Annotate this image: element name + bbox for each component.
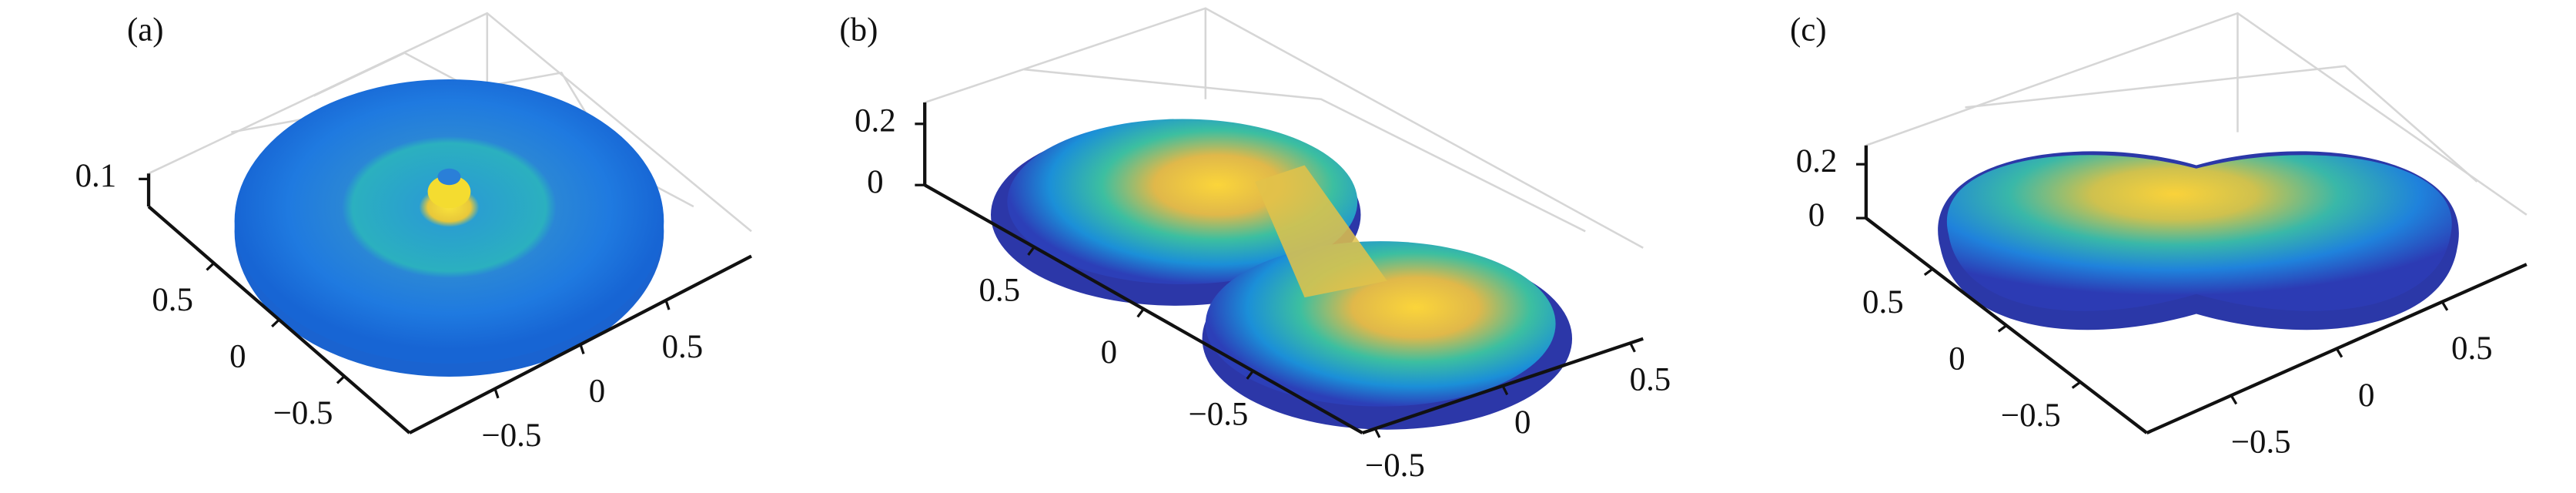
y-tick (206, 262, 215, 271)
panel-label: (c) (1790, 12, 1827, 49)
x-tick (664, 300, 671, 310)
surface-neck (1255, 165, 1387, 298)
panel-label: (b) (839, 12, 878, 49)
y-tick (1923, 267, 1934, 277)
y-tick-label: 0 (229, 338, 246, 374)
z-tick-label: 0 (1808, 197, 1825, 233)
z-tick-label: 0.1 (75, 158, 117, 194)
surface-peak (427, 175, 471, 209)
x-tick-label: 0 (589, 373, 605, 409)
panel-box (924, 7, 1644, 430)
x-tick (2335, 347, 2343, 358)
x-tick-label: 0.5 (662, 329, 704, 365)
panel-box (1865, 12, 2527, 330)
surface (1205, 241, 1556, 407)
y-tick (1136, 308, 1145, 318)
panel-box (148, 12, 752, 377)
panels: (a) −0.5 0 0.5 −0.5 0 0.5 0.1 (b) −0.5 0 0.5 −0.5 0 0.… (75, 7, 2527, 484)
y-tick-label: 0 (1101, 334, 1117, 371)
x-tick (2230, 394, 2238, 405)
y-tick (1246, 370, 1254, 380)
surface (1946, 155, 2452, 311)
y-tick-label: −0.5 (273, 395, 333, 431)
y-tick-label: 0.5 (1862, 284, 1904, 320)
x-tick (579, 344, 585, 354)
z-tick-label: 0.2 (1796, 143, 1838, 179)
surface-peak (437, 168, 461, 186)
surface (1007, 119, 1358, 284)
y-tick (2071, 381, 2082, 389)
x-tick (1373, 428, 1381, 438)
z-tick-label: 0.2 (855, 103, 896, 139)
x-tick-label: −0.5 (1365, 448, 1425, 484)
x-tick-label: 0.5 (1630, 362, 1671, 398)
x-tick-label: 0 (1514, 404, 1531, 441)
x-tick (493, 388, 500, 399)
y-tick-label: 0.5 (979, 273, 1020, 309)
x-tick (1629, 342, 1636, 353)
x-tick (1501, 385, 1509, 396)
x-tick-label: 0 (2358, 377, 2374, 414)
z-tick-label: 0 (867, 164, 883, 200)
surface (234, 79, 664, 364)
x-tick-label: −0.5 (2231, 424, 2291, 461)
x-tick-label: −0.5 (482, 418, 542, 454)
y-tick-label: −0.5 (2001, 397, 2061, 434)
y-tick (1027, 246, 1035, 256)
y-tick-label: 0 (1949, 341, 1965, 377)
x-tick (2441, 300, 2449, 311)
panel-label: (a) (127, 12, 164, 49)
y-tick-label: 0.5 (152, 282, 193, 318)
y-tick (271, 318, 280, 328)
x-tick-label: 0.5 (2451, 330, 2493, 367)
y-tick (1997, 324, 2008, 333)
y-tick (336, 375, 346, 384)
y-tick-label: −0.5 (1189, 396, 1249, 432)
